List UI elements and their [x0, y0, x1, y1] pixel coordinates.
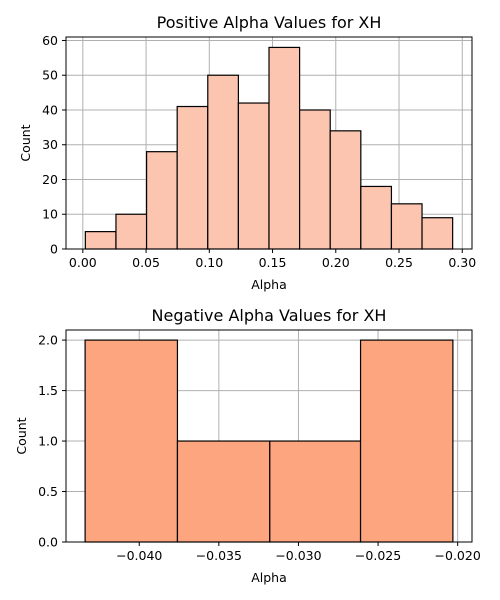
histogram-bar: [176, 440, 271, 543]
x-tick-label: −0.025: [355, 548, 401, 563]
x-tick-label: −0.030: [275, 548, 321, 563]
y-tick-label: 0: [50, 242, 58, 257]
chart-positive-alpha: 0.00 0.05 0.10 0.15 0.20 0.25 0.30 0 10 20 30 40 50 6…: [18, 13, 476, 292]
y-tick-label: 10: [42, 207, 58, 222]
y-axis-label: Count: [18, 124, 33, 161]
x-tick-label: 0.15: [259, 255, 287, 270]
histogram-bar: [360, 185, 393, 250]
histogram-bar: [269, 440, 362, 543]
y-tick-label: 20: [42, 172, 58, 187]
chart-negative-alpha: −0.040 −0.035 −0.030 −0.025 −0.020 0.0 0.5 1.0 1…: [14, 306, 481, 585]
chart-title: Positive Alpha Values for XH: [157, 13, 382, 32]
y-tick-label: 30: [42, 137, 58, 152]
y-tick-label: 1.5: [38, 383, 58, 398]
histogram-bar: [268, 46, 301, 250]
y-tick-label: 0.0: [38, 535, 58, 550]
y-tick-label: 50: [42, 68, 58, 83]
chart-title: Negative Alpha Values for XH: [152, 306, 387, 325]
histogram-bar: [359, 339, 454, 543]
x-axis-label: Alpha: [251, 570, 287, 585]
x-tick-label: −0.035: [196, 548, 242, 563]
x-tick-label: 0.20: [322, 255, 350, 270]
plot-frame: [65, 36, 473, 250]
x-tick-label: 0.25: [385, 255, 413, 270]
histogram-bar: [329, 130, 362, 250]
y-axis-label: Count: [14, 417, 29, 454]
x-tick-label: 0.00: [69, 255, 97, 270]
x-tick-label: 0.05: [132, 255, 160, 270]
histogram-bar: [84, 231, 117, 250]
histogram-bar: [176, 105, 209, 250]
x-axis-label: Alpha: [251, 277, 287, 292]
plot-frame: [65, 329, 473, 543]
x-tick-label: 0.30: [448, 255, 476, 270]
histogram-bar: [299, 109, 331, 250]
histogram-bar: [207, 74, 239, 250]
y-tick-label: 40: [42, 102, 58, 117]
histogram-bar: [145, 151, 178, 250]
y-tick-label: 1.0: [38, 434, 58, 449]
histogram-bar: [84, 339, 179, 543]
y-tick-label: 60: [42, 33, 58, 48]
x-tick-label: 0.10: [195, 255, 223, 270]
histogram-bar: [390, 203, 423, 250]
y-tick-label: 0.5: [38, 484, 58, 499]
y-tick-label: 2.0: [38, 333, 58, 348]
x-tick-label: −0.020: [435, 548, 481, 563]
histogram-bar: [115, 213, 148, 250]
histogram-bar: [237, 102, 270, 250]
x-tick-label: −0.040: [116, 548, 162, 563]
histogram-bar: [421, 217, 454, 250]
